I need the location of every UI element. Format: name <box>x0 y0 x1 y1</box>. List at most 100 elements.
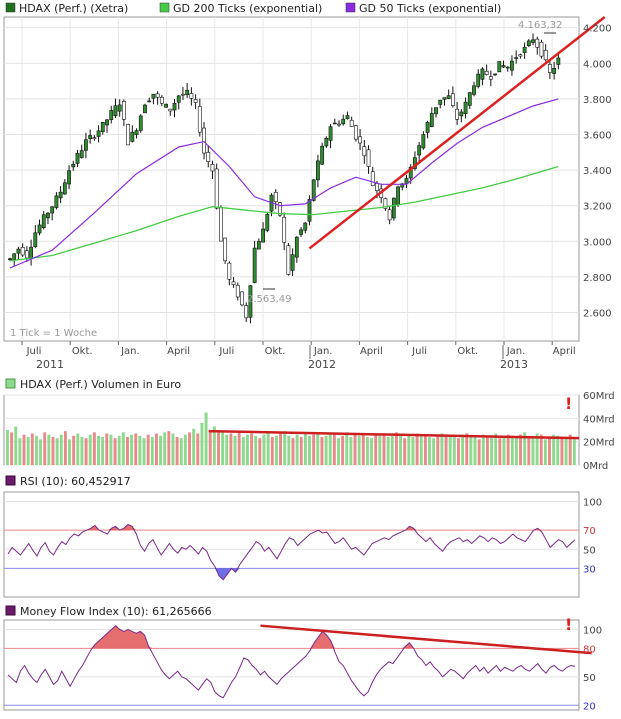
volume-bar <box>382 433 386 465</box>
candle-up <box>480 68 485 80</box>
volume-bar <box>303 433 307 465</box>
price-ytick-5: 3.600 <box>583 130 612 141</box>
candle-up <box>446 95 451 99</box>
candle-up <box>164 103 168 108</box>
candle-down <box>92 137 97 139</box>
candle-up <box>134 130 139 135</box>
volume-bars <box>6 412 576 465</box>
candle-up <box>290 254 295 271</box>
price-year-label-1: 2012 <box>308 358 336 371</box>
volume-bar <box>84 438 88 465</box>
volume-bar <box>535 433 539 465</box>
price-panel: HDAX (Perf.) (Xetra) GD 200 Ticks (expone… <box>3 2 612 371</box>
volume-bar <box>39 439 43 465</box>
volume-bar <box>171 433 175 465</box>
mfi-fills <box>8 625 575 649</box>
candle-up <box>429 113 434 127</box>
volume-bar <box>308 435 311 465</box>
price-month-label-4: Juli <box>218 346 234 357</box>
candle-down <box>197 106 202 133</box>
candle-up <box>8 258 12 260</box>
volume-bar <box>328 433 332 465</box>
mfi-lines <box>7 624 592 699</box>
volume-bar <box>121 432 125 465</box>
candle-down <box>240 291 244 306</box>
volume-bar <box>22 434 26 465</box>
volume-bar <box>572 439 576 465</box>
volume-bar <box>183 434 187 465</box>
volume-bar <box>502 437 506 465</box>
candle-down <box>219 207 223 242</box>
mfi-ytick-0: 20 <box>583 701 596 712</box>
candle-down <box>358 136 362 144</box>
rsi-plot-frame <box>3 491 580 598</box>
volume-bar <box>138 435 142 465</box>
rsi-panel: RSI (10): 60,452917 30 50 70 100 <box>3 475 602 598</box>
volume-bar <box>287 435 291 465</box>
rsi-line <box>7 523 576 581</box>
price-y-ticks: 2.600 2.800 3.000 3.200 3.400 3.600 3.800 4.000… <box>583 24 612 320</box>
candle-down <box>353 125 358 140</box>
volume-bar <box>510 435 514 465</box>
candle-up <box>41 214 46 228</box>
volume-panel: HDAX (Perf.) Volumen in Euro 0Mrd 20Mrd 40… <box>3 378 615 472</box>
volume-bar <box>134 433 138 465</box>
low-label: 2.563,49 <box>247 294 292 305</box>
candle-down <box>366 149 371 167</box>
volume-bar <box>154 433 158 465</box>
volume-bar <box>43 432 47 465</box>
volume-bar <box>374 434 378 465</box>
candle-down <box>387 209 392 221</box>
candle-down <box>168 108 173 112</box>
candle-up <box>88 135 93 139</box>
volume-bar <box>444 434 448 465</box>
candle-up <box>185 89 190 96</box>
mfi-overbought-fill <box>8 625 575 649</box>
volume-lines <box>208 429 580 440</box>
volume-bar <box>51 437 55 465</box>
candle-up <box>531 39 535 43</box>
volume-bar <box>101 437 105 465</box>
volume-bar <box>241 437 245 465</box>
rsi-y-ticks: 30 50 70 100 <box>583 498 602 576</box>
price-month-label-8: Juli <box>411 346 427 357</box>
mfi-ytick-3: 100 <box>583 625 602 636</box>
mfi-ytick-2: 80 <box>583 644 596 655</box>
tick-note: 1 Tick = 1 Woche <box>10 328 97 339</box>
candle-up <box>109 110 114 120</box>
candle-up <box>501 65 506 68</box>
volume-bar <box>109 434 113 465</box>
candle-down <box>189 93 194 99</box>
volume-bar <box>411 437 415 465</box>
rsi-ytick-2: 70 <box>583 526 596 537</box>
candle-up <box>311 179 316 201</box>
volume-bar <box>498 438 502 465</box>
high-label: 4.163,32 <box>518 20 563 31</box>
candle-down <box>548 64 552 73</box>
volume-bar <box>125 437 129 465</box>
volume-bar <box>72 435 76 465</box>
price-month-label-2: Jan. <box>120 346 140 357</box>
volume-trendline <box>208 429 580 440</box>
volume-bar <box>262 434 266 465</box>
volume-bar <box>204 412 208 465</box>
volume-bar <box>299 437 303 465</box>
volume-bar <box>159 435 163 465</box>
volume-bar <box>568 434 572 465</box>
mfi-legend-swatch <box>5 605 16 616</box>
candle-up <box>12 253 17 260</box>
candle-up <box>75 153 80 164</box>
volume-bar <box>196 433 200 465</box>
mfi-plot-frame <box>3 619 580 711</box>
price-month-label-11: April <box>553 346 576 357</box>
ema50-line <box>9 98 559 269</box>
price-ytick-7: 4.000 <box>583 59 612 70</box>
candle-up <box>96 130 101 137</box>
candle-down <box>210 164 215 172</box>
candle-up <box>425 122 430 133</box>
volume-bar <box>105 433 109 465</box>
candle-down <box>273 191 278 202</box>
volume-bar <box>370 438 374 465</box>
price-candles <box>8 33 561 324</box>
volume-bar <box>477 439 481 465</box>
